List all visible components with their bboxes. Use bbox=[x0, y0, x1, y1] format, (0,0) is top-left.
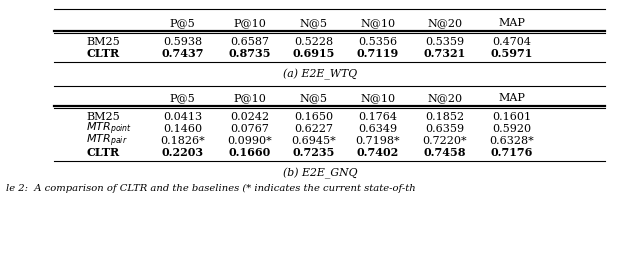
Text: 0.7235: 0.7235 bbox=[292, 146, 335, 157]
Text: N@20: N@20 bbox=[428, 18, 462, 28]
Text: 0.6328*: 0.6328* bbox=[490, 135, 534, 145]
Text: N@5: N@5 bbox=[300, 93, 328, 103]
Text: P@10: P@10 bbox=[233, 93, 266, 103]
Text: 0.6349: 0.6349 bbox=[358, 123, 397, 134]
Text: 0.6915: 0.6915 bbox=[292, 48, 335, 59]
Text: CLTR: CLTR bbox=[86, 48, 120, 59]
Text: le 2:  A comparison of CLTR and the baselines (* indicates the current state-of-: le 2: A comparison of CLTR and the basel… bbox=[6, 183, 416, 193]
Text: 0.5359: 0.5359 bbox=[425, 37, 465, 47]
Text: 0.5228: 0.5228 bbox=[294, 37, 333, 47]
Text: P@5: P@5 bbox=[170, 18, 195, 28]
Text: 0.0767: 0.0767 bbox=[230, 123, 269, 134]
Text: 0.1460: 0.1460 bbox=[163, 123, 202, 134]
Text: 0.7176: 0.7176 bbox=[491, 146, 533, 157]
Text: 0.7220*: 0.7220* bbox=[422, 135, 467, 145]
Text: 0.8735: 0.8735 bbox=[228, 48, 271, 59]
Text: 0.7402: 0.7402 bbox=[356, 146, 399, 157]
Text: CLTR: CLTR bbox=[86, 146, 120, 157]
Text: BM25: BM25 bbox=[86, 37, 120, 47]
Text: 0.5356: 0.5356 bbox=[358, 37, 397, 47]
Text: 0.6587: 0.6587 bbox=[230, 37, 269, 47]
Text: 0.7437: 0.7437 bbox=[161, 48, 204, 59]
Text: P@5: P@5 bbox=[170, 93, 195, 103]
Text: (a) E2E_WTQ: (a) E2E_WTQ bbox=[283, 68, 357, 79]
Text: 0.1660: 0.1660 bbox=[228, 146, 271, 157]
Text: 0.1826*: 0.1826* bbox=[160, 135, 205, 145]
Text: 0.4704: 0.4704 bbox=[493, 37, 531, 47]
Text: 0.0990*: 0.0990* bbox=[227, 135, 272, 145]
Text: 0.6359: 0.6359 bbox=[425, 123, 465, 134]
Text: $\mathit{MTR}_{\mathit{point}}$: $\mathit{MTR}_{\mathit{point}}$ bbox=[86, 120, 132, 137]
Text: 0.7321: 0.7321 bbox=[424, 48, 466, 59]
Text: MAP: MAP bbox=[499, 93, 525, 103]
Text: N@10: N@10 bbox=[360, 18, 395, 28]
Text: N@20: N@20 bbox=[428, 93, 462, 103]
Text: P@10: P@10 bbox=[233, 18, 266, 28]
Text: 0.6945*: 0.6945* bbox=[291, 135, 336, 145]
Text: MAP: MAP bbox=[499, 18, 525, 28]
Text: (b) E2E_GNQ: (b) E2E_GNQ bbox=[283, 167, 357, 178]
Text: 0.7119: 0.7119 bbox=[356, 48, 399, 59]
Text: 0.0242: 0.0242 bbox=[230, 112, 269, 122]
Text: 0.5920: 0.5920 bbox=[492, 123, 532, 134]
Text: 0.6227: 0.6227 bbox=[294, 123, 333, 134]
Text: 0.1852: 0.1852 bbox=[425, 112, 465, 122]
Text: 0.0413: 0.0413 bbox=[163, 112, 202, 122]
Text: $\mathit{MTR}_{\mathit{pair}}$: $\mathit{MTR}_{\mathit{pair}}$ bbox=[86, 132, 128, 148]
Text: 0.7458: 0.7458 bbox=[424, 146, 466, 157]
Text: 0.1650: 0.1650 bbox=[294, 112, 333, 122]
Text: 0.5971: 0.5971 bbox=[491, 48, 533, 59]
Text: 0.5938: 0.5938 bbox=[163, 37, 202, 47]
Text: N@5: N@5 bbox=[300, 18, 328, 28]
Text: 0.1764: 0.1764 bbox=[358, 112, 397, 122]
Text: 0.7198*: 0.7198* bbox=[355, 135, 400, 145]
Text: BM25: BM25 bbox=[86, 112, 120, 122]
Text: 0.1601: 0.1601 bbox=[492, 112, 532, 122]
Text: N@10: N@10 bbox=[360, 93, 395, 103]
Text: 0.2203: 0.2203 bbox=[161, 146, 204, 157]
